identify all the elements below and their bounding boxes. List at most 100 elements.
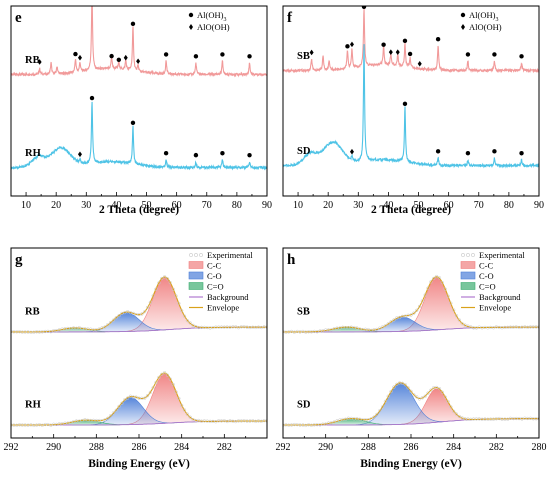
experimental-point [143,310,147,314]
experimental-point [182,314,187,318]
experimental-point [177,301,181,306]
experimental-point [375,412,379,417]
experimental-point [145,394,150,398]
x-tick-label: 40 [383,200,393,211]
experimental-point [151,294,155,298]
experimental-point [108,320,113,325]
experimental-point [412,311,416,315]
marker-circle [519,151,524,156]
legend-label: C=O [207,282,224,292]
experimental-point [355,326,359,330]
marker-circle [407,51,413,57]
panel-letter: h [287,252,296,268]
series-line-RB [11,6,267,78]
legend-circle [189,253,193,257]
marker-circle [492,149,497,154]
experimental-point [429,280,433,284]
experimental-point [409,313,413,317]
experimental-point [329,328,334,332]
plot-area [11,275,267,428]
x-axis: 292 290 288 286 284 282 280 [276,434,547,453]
x-tick-label: 30 [353,200,363,211]
marker-diamond [37,59,42,65]
x-axis: 292 290 288 286 284 282 [4,434,247,453]
experimental-point [145,305,150,310]
experimental-point [457,318,462,322]
x-tick-label: 80 [232,200,242,211]
x-axis-label: 2 Theta (degree) [99,204,179,216]
experimental-point [148,300,153,304]
experimental-point [97,327,101,331]
legend-label: C-O [207,271,222,281]
experimental-point [395,382,399,386]
plot-frame [10,5,268,197]
legend-diamond [189,24,193,30]
experimental-point [380,325,385,329]
experimental-point [165,277,170,281]
legend-label: Envelope [207,303,239,313]
experimental-point [143,396,147,400]
x-tick-label: 60 [444,200,454,211]
panel-h: SB SD ExperimentalC-CC-OC=OBackgroundEnvel… [276,247,547,470]
spectrum-RB [11,275,267,334]
experimental-point [440,390,444,394]
legend-label: C-C [479,261,494,271]
spectrum-RH [11,371,267,428]
legend-diamond [461,24,465,30]
component-C-O [283,316,539,333]
series-SB [283,6,539,74]
experimental-point [188,415,192,419]
experimental-point [343,417,348,421]
experimental-point [182,408,187,412]
experimental-point [469,325,473,329]
experimental-point [154,287,158,291]
experimental-point [383,324,388,328]
experimental-point [108,414,113,418]
experimental-point [437,386,442,391]
x-tick-label: 292 [4,442,19,453]
experimental-point [375,327,379,332]
plot-area [283,6,539,169]
legend-box [188,271,204,280]
x-tick-label: 284 [174,442,189,453]
experimental-point [446,399,450,404]
marker-circle [193,54,199,59]
legend-label: AlO(OH) [469,22,502,32]
envelope-line [283,382,539,426]
experimental-point [162,275,167,279]
legend-box [188,282,204,290]
experimental-point [389,320,393,324]
marker-circle [361,6,367,10]
experimental-point [125,310,130,314]
experimental-point [148,390,153,394]
legend-circle [199,253,203,257]
experimental-point [463,323,467,327]
experimental-point [434,274,439,279]
experimental-point [194,324,198,329]
marker-circle [163,151,169,156]
experimental-point [111,411,116,415]
experimental-point [449,405,453,409]
legend-circle [194,253,198,257]
x-tick-label: 290 [318,442,333,453]
marker-diamond [395,49,400,55]
marker-circle [220,52,225,57]
experimental-point [117,313,121,318]
experimental-point [415,395,419,399]
experimental-point [386,394,390,398]
experimental-point [392,318,396,322]
experimental-point [335,419,339,423]
legend-circle [461,253,465,257]
plot-area [11,6,267,171]
sample-label-RB: RB [25,55,40,66]
experimental-point [134,395,138,399]
experimental-point [378,326,382,330]
experimental-point [180,403,184,408]
experimental-point [77,325,81,330]
experimental-point [454,314,459,318]
experimental-point [366,418,370,422]
experimental-point [160,372,164,377]
experimental-point [409,389,413,393]
x-tick-label: 30 [81,200,91,211]
